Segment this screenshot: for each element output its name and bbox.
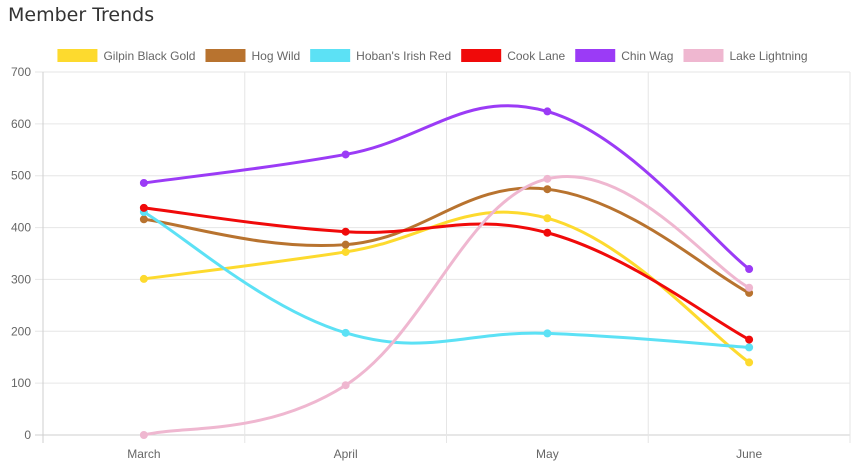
data-point[interactable] <box>341 240 350 249</box>
data-point[interactable] <box>341 150 350 159</box>
series-cook-lane <box>139 203 754 344</box>
series-hog-wild <box>139 185 754 297</box>
data-point[interactable] <box>139 215 148 224</box>
data-point[interactable] <box>543 329 552 338</box>
data-point[interactable] <box>543 174 552 183</box>
legend-swatch <box>575 49 616 62</box>
data-point[interactable] <box>139 203 148 212</box>
legend-item[interactable]: Gilpin Black Gold <box>57 49 195 63</box>
legend-label: Lake Lightning <box>729 49 807 63</box>
legend-label: Hoban's Irish Red <box>356 49 451 63</box>
data-point[interactable] <box>139 178 148 187</box>
legend-item[interactable]: Hog Wild <box>205 49 300 63</box>
x-tick-label: June <box>736 447 762 461</box>
chart-axes: 0 100 200 300 400 500 600 700 March April May June <box>11 65 762 461</box>
data-point[interactable] <box>745 358 754 367</box>
y-tick-label: 700 <box>11 65 31 79</box>
data-point[interactable] <box>139 431 148 439</box>
data-point[interactable] <box>543 228 552 237</box>
legend-swatch <box>57 49 98 62</box>
page-title: Member Trends <box>8 4 155 26</box>
series-line <box>142 210 751 364</box>
y-tick-label: 600 <box>11 117 31 131</box>
series-chin-wag <box>139 104 754 274</box>
legend-swatch <box>310 49 351 62</box>
data-point[interactable] <box>341 328 350 337</box>
data-point[interactable] <box>341 227 350 236</box>
data-point[interactable] <box>341 381 350 390</box>
series-lake-lightning <box>139 174 754 439</box>
data-point[interactable] <box>139 274 148 283</box>
y-tick-label: 200 <box>11 324 31 338</box>
series-line <box>142 206 751 342</box>
y-tick-label: 500 <box>11 169 31 183</box>
series-gilpin-black-gold <box>139 210 754 367</box>
data-point[interactable] <box>543 214 552 223</box>
data-point[interactable] <box>745 343 754 352</box>
legend-item[interactable]: Chin Wag <box>575 49 673 63</box>
legend-label: Hog Wild <box>251 49 300 63</box>
legend-swatch <box>205 49 246 62</box>
x-tick-label: April <box>334 447 358 461</box>
legend-swatch <box>683 49 724 62</box>
y-tick-label: 0 <box>24 428 31 442</box>
legend-item[interactable]: Hoban's Irish Red <box>310 49 451 63</box>
chart-grid <box>35 71 851 443</box>
series-line <box>142 175 751 437</box>
chart-legend[interactable]: Gilpin Black Gold Hog Wild Hoban's Irish R… <box>57 49 808 63</box>
series-line <box>142 210 751 349</box>
series-line <box>142 104 751 271</box>
legend-item[interactable]: Lake Lightning <box>683 49 808 63</box>
y-tick-label: 100 <box>11 376 31 390</box>
legend-swatch <box>461 49 502 62</box>
series-line <box>142 186 751 295</box>
x-tick-label: March <box>127 447 160 461</box>
data-point[interactable] <box>745 283 754 292</box>
data-point[interactable] <box>745 265 754 274</box>
data-point[interactable] <box>745 335 754 344</box>
x-tick-label: May <box>536 447 559 461</box>
y-tick-label: 400 <box>11 221 31 235</box>
data-point[interactable] <box>543 107 552 116</box>
series-hoban-s-irish-red <box>139 208 754 352</box>
legend-item[interactable]: Cook Lane <box>461 49 566 63</box>
legend-label: Cook Lane <box>507 49 565 63</box>
y-tick-label: 300 <box>11 272 31 286</box>
legend-label: Gilpin Black Gold <box>103 49 195 63</box>
chart-series <box>139 104 754 439</box>
data-point[interactable] <box>341 247 350 256</box>
legend-label: Chin Wag <box>621 49 673 63</box>
data-point[interactable] <box>543 185 552 194</box>
